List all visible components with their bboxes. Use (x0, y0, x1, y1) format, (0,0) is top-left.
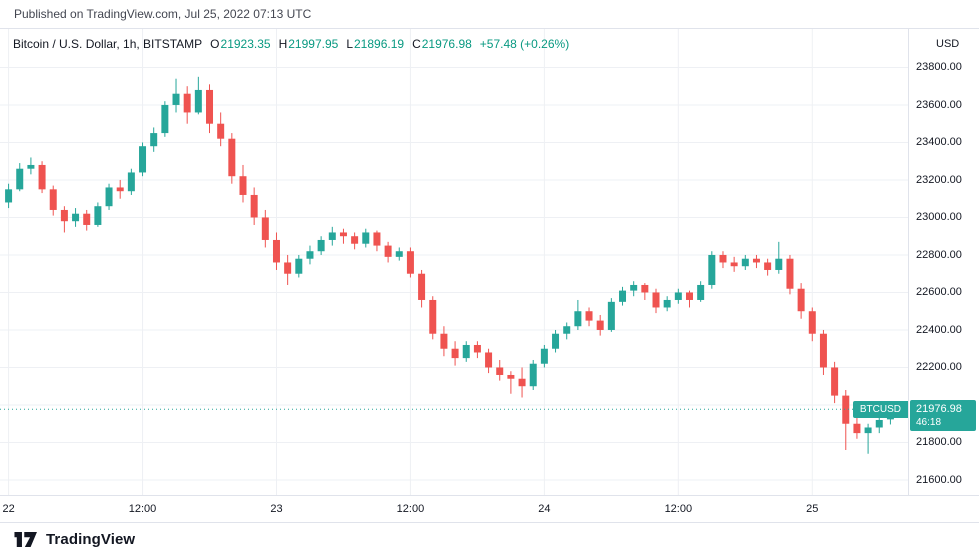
plot-area[interactable]: Bitcoin / U.S. Dollar, 1h, BITSTAMP O 219… (0, 29, 908, 495)
legend-title: Bitcoin / U.S. Dollar, 1h, BITSTAMP (13, 37, 203, 51)
legend-open: O 21923.35 (210, 37, 271, 51)
published-bar: Published on TradingView.com, Jul 25, 20… (0, 0, 979, 28)
price-axis[interactable]: USD 21976.98 46:18 23800.00 23600.00 23400… (908, 29, 979, 495)
last-price-value: 21976.98 (910, 400, 976, 418)
price-tick-label: 23800.00 (916, 61, 962, 74)
published-text: Published on TradingView.com, Jul 25, 20… (14, 7, 312, 21)
chart-legend: Bitcoin / U.S. Dollar, 1h, BITSTAMP O 219… (13, 37, 569, 51)
legend-low: L 21896.19 (346, 37, 405, 51)
tradingview-logo-icon[interactable] (14, 531, 38, 547)
candlestick-svg (0, 29, 908, 495)
brand-bar: TradingView (0, 523, 979, 555)
last-price-badge: 21976.98 46:18 (910, 400, 976, 432)
symbol-badge: BTCUSD (852, 401, 908, 419)
currency-label: USD (936, 38, 960, 50)
price-tick-label: 22600.00 (916, 286, 962, 299)
price-tick-label: 22400.00 (916, 323, 962, 336)
time-tick-label: 23 (270, 503, 283, 515)
time-axis[interactable]: 22 12:00 23 12:00 24 12:00 25 (0, 495, 979, 523)
price-tick-label: 22200.00 (916, 361, 962, 374)
price-tick-label: 23400.00 (916, 136, 962, 149)
legend-change: +57.48 (+0.26%) (479, 37, 570, 51)
brand-name[interactable]: TradingView (46, 530, 136, 548)
price-tick-label: 22800.00 (916, 248, 962, 261)
time-tick-label: 24 (538, 503, 551, 515)
price-tick-label: 21600.00 (916, 473, 962, 486)
chart-area: Bitcoin / U.S. Dollar, 1h, BITSTAMP O 219… (0, 28, 979, 523)
price-tick-label: 23600.00 (916, 98, 962, 111)
time-tick-label: 12:00 (664, 503, 693, 515)
time-tick-label: 12:00 (396, 503, 425, 515)
candle-countdown: 46:18 (910, 417, 976, 432)
time-tick-label: 12:00 (128, 503, 157, 515)
price-tick-label: 23000.00 (916, 211, 962, 224)
price-tick-label: 23200.00 (916, 173, 962, 186)
time-tick-label: 25 (806, 503, 819, 515)
legend-high: H 21997.95 (278, 37, 339, 51)
time-tick-label: 22 (2, 503, 15, 515)
price-tick-label: 21800.00 (916, 436, 962, 449)
legend-close: C 21976.98 (412, 37, 472, 51)
